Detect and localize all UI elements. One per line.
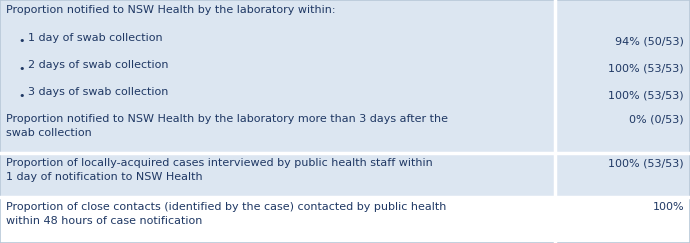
- Text: Proportion notified to NSW Health by the laboratory more than 3 days after the
s: Proportion notified to NSW Health by the…: [6, 114, 448, 138]
- Text: •: •: [18, 63, 25, 73]
- Bar: [0, 28, 690, 55]
- Text: •: •: [18, 90, 25, 101]
- Bar: [0, 0, 690, 28]
- Text: 100% (53/53): 100% (53/53): [609, 63, 684, 73]
- Bar: [0, 109, 690, 153]
- Text: 100% (53/53): 100% (53/53): [609, 90, 684, 101]
- Text: Proportion of close contacts (identified by the case) contacted by public health: Proportion of close contacts (identified…: [6, 202, 446, 226]
- Text: 100% (53/53): 100% (53/53): [609, 158, 684, 168]
- Text: 100%: 100%: [652, 202, 684, 212]
- Bar: [0, 197, 690, 243]
- Bar: [0, 82, 690, 109]
- Text: 94% (50/53): 94% (50/53): [615, 36, 684, 46]
- Text: 2 days of swab collection: 2 days of swab collection: [28, 60, 168, 70]
- Bar: [0, 55, 690, 82]
- Text: 0% (0/53): 0% (0/53): [629, 114, 684, 124]
- Text: Proportion of locally-acquired cases interviewed by public health staff within
1: Proportion of locally-acquired cases int…: [6, 158, 433, 182]
- Text: Proportion notified to NSW Health by the laboratory within:: Proportion notified to NSW Health by the…: [6, 5, 335, 15]
- Text: 3 days of swab collection: 3 days of swab collection: [28, 87, 168, 97]
- Text: •: •: [18, 36, 25, 46]
- Text: 1 day of swab collection: 1 day of swab collection: [28, 33, 163, 43]
- Bar: [0, 153, 690, 197]
